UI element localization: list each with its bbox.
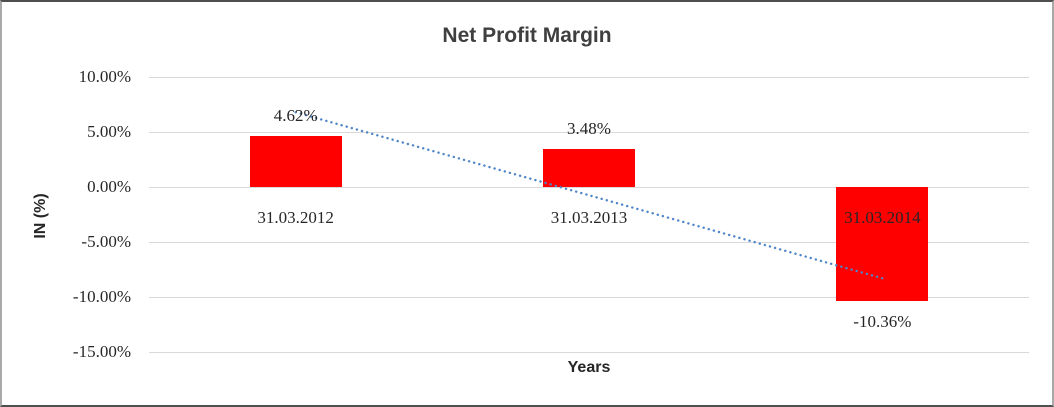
value-label: -10.36% [853, 311, 912, 331]
y-tick-label: -5.00% [81, 232, 131, 251]
bar-31.03.2012 [249, 136, 342, 187]
category-label: 31.03.2012 [257, 208, 334, 227]
category-label: 31.03.2013 [550, 208, 628, 227]
y-tick-label: -15.00% [72, 342, 131, 361]
gridline [149, 351, 1029, 353]
value-label: 3.48% [567, 118, 611, 138]
y-tick-label: 5.00% [87, 122, 131, 141]
y-tick-label: 0.00% [87, 177, 131, 196]
y-tick-label: 10.00% [78, 67, 131, 86]
gridline [149, 296, 1029, 298]
bar-31.03.2013 [543, 148, 635, 187]
y-axis-title: IN (%) [32, 193, 49, 239]
gridline [149, 76, 1029, 78]
value-label: 4.62% [273, 106, 318, 126]
bar-31.03.2014 [836, 187, 929, 301]
x-axis-title: Years [567, 359, 611, 376]
category-label: 31.03.2014 [844, 208, 921, 227]
chart-title: Net Profit Margin [442, 24, 612, 47]
y-tick-label: -10.00% [72, 287, 131, 306]
